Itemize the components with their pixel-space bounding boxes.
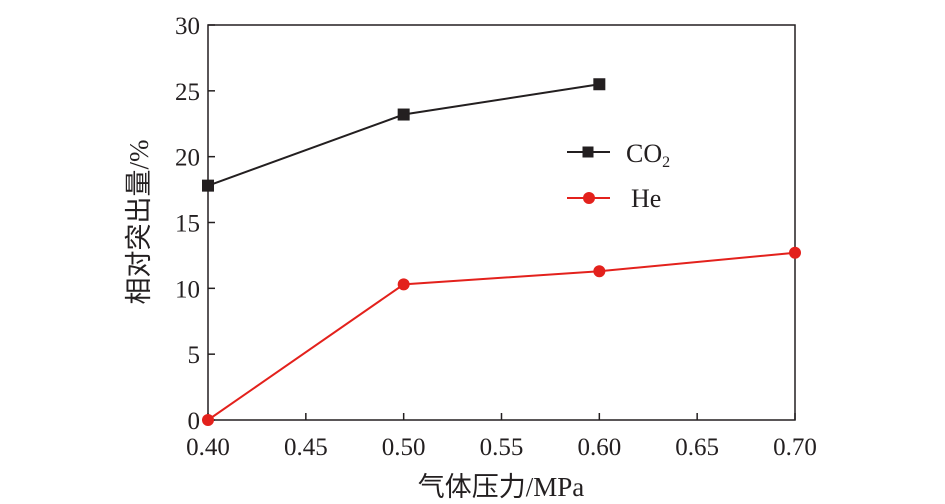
data-point-he	[789, 246, 801, 259]
data-point-he	[202, 414, 214, 426]
data-point-co2	[202, 179, 214, 192]
x-tick-label: 0.60	[577, 434, 621, 461]
x-tick-label: 0.50	[382, 434, 426, 461]
legend-he-marker	[583, 192, 595, 204]
series-line-he	[207, 251, 796, 421]
x-tick-label: 0.55	[480, 434, 524, 461]
data-point-he	[593, 265, 606, 278]
y-tick-label: 5	[188, 342, 201, 369]
data-point-he	[397, 278, 410, 291]
x-tick-label: 0.40	[186, 434, 230, 461]
x-axis: 0.40 0.45 0.50 0.55 0.60 0.65 0.70	[186, 413, 817, 461]
plot-frame	[207, 24, 796, 421]
x-tick-label: 0.65	[675, 434, 719, 461]
legend-he-label: He	[631, 184, 661, 213]
x-axis-title: 气体压力/MPa	[418, 472, 585, 502]
y-axis: 0 5 10 15 20 25 30	[175, 13, 215, 435]
y-axis-title: 相对突出量/%	[124, 140, 154, 305]
y-tick-label: 0	[188, 408, 201, 435]
y-tick-label: 20	[175, 145, 200, 172]
series-line-co2	[207, 83, 600, 187]
data-point-co2	[397, 108, 410, 121]
series-layer	[202, 78, 801, 426]
legend: CO2 He	[567, 139, 670, 213]
y-tick-label: 15	[175, 211, 200, 238]
x-tick-label: 0.45	[284, 434, 328, 461]
y-tick-label: 10	[175, 276, 200, 303]
x-tick-label: 0.70	[773, 434, 817, 461]
data-point-co2	[593, 78, 606, 91]
y-tick-label: 30	[175, 13, 200, 40]
legend-co2-marker	[582, 146, 594, 158]
y-tick-label: 25	[175, 79, 200, 106]
legend-co2-label: CO2	[626, 139, 670, 171]
